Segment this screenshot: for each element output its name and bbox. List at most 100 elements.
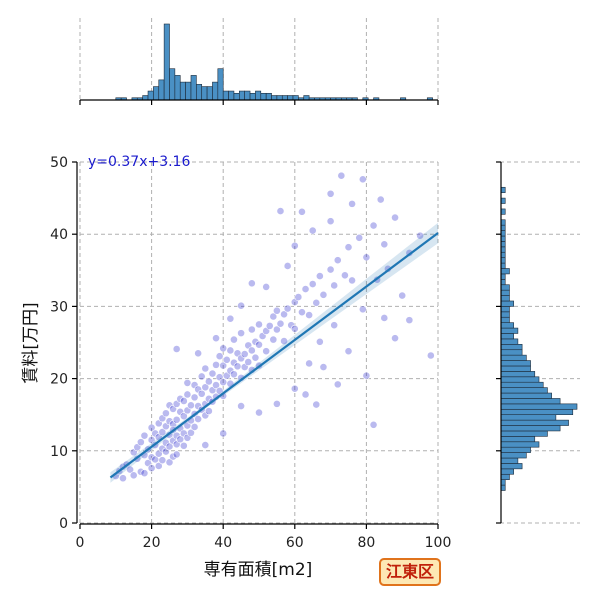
scatter-point xyxy=(230,370,238,379)
x-hist-bar xyxy=(244,90,251,101)
y-hist-bar xyxy=(500,365,531,372)
x-hist-bar xyxy=(174,75,181,101)
y-hist-bar xyxy=(500,360,531,367)
scatter-point xyxy=(140,431,149,440)
x-hist-bar xyxy=(158,79,165,101)
y-hist-bar xyxy=(500,295,510,302)
scatter-point xyxy=(262,347,271,356)
scatter-point xyxy=(237,402,245,410)
y-hist-bar xyxy=(500,197,506,204)
x-hist-bar xyxy=(292,95,299,101)
scatter-point xyxy=(355,233,364,242)
scatter-point xyxy=(204,377,213,386)
scatter-point xyxy=(215,352,224,361)
scatter-point xyxy=(219,378,228,387)
x-hist-bar xyxy=(233,92,240,101)
x-hist-bar xyxy=(147,90,154,101)
x-hist-bar xyxy=(217,68,224,101)
scatter-point xyxy=(362,253,371,262)
scatter-point xyxy=(326,217,335,226)
x-hist-bar xyxy=(271,95,278,101)
scatter-point xyxy=(315,337,324,346)
scatter-point xyxy=(187,401,195,410)
y-hist-bar xyxy=(500,224,506,231)
scatter-point xyxy=(212,360,220,369)
regression-equation: y=0.37x+3.16 xyxy=(88,154,190,170)
y-hist-bar xyxy=(500,436,536,443)
scatter-point xyxy=(172,450,181,459)
y-hist-bar xyxy=(500,230,506,237)
scatter-point xyxy=(265,321,274,330)
scatter-point xyxy=(226,346,235,355)
scatter-point xyxy=(272,399,281,408)
y-hist-bar xyxy=(500,387,548,394)
scatter-point xyxy=(147,464,156,473)
x-hist-bar xyxy=(287,95,294,101)
scatter-point xyxy=(358,305,367,314)
scatter-point xyxy=(298,308,306,317)
scatter-point xyxy=(269,335,278,344)
y-hist-bar xyxy=(500,392,552,399)
scatter-point xyxy=(172,345,181,353)
scatter-point xyxy=(380,240,389,249)
y-hist-bar xyxy=(500,208,506,215)
scatter-point xyxy=(405,316,414,325)
y-hist-bar xyxy=(500,408,574,416)
scatter-point xyxy=(391,213,399,222)
x-tick-label: 40 xyxy=(214,535,232,551)
x-hist-bar xyxy=(212,81,219,101)
scatter-point xyxy=(201,364,210,373)
scatter-point xyxy=(183,379,192,387)
y-hist-bar xyxy=(500,333,514,340)
ward-badge: 江東区 xyxy=(379,558,441,586)
scatter-point xyxy=(280,337,288,345)
x-tick-label: 80 xyxy=(357,535,375,551)
y-hist-bar xyxy=(500,376,540,383)
scatter-point xyxy=(380,314,389,322)
scatter-point xyxy=(333,256,342,265)
scatter-point xyxy=(179,441,188,450)
scatter-point xyxy=(312,400,321,409)
scatter-point xyxy=(194,349,203,358)
scatter-point xyxy=(190,393,199,402)
scatter-point xyxy=(226,314,235,323)
scatter-point xyxy=(247,346,256,355)
y-hist-bar xyxy=(500,241,506,248)
scatter-point xyxy=(301,390,310,399)
y-hist-bar xyxy=(500,251,506,258)
y-hist-bar xyxy=(500,246,506,253)
scatter-point xyxy=(240,350,249,358)
scatter-point xyxy=(280,310,288,319)
regression-fit xyxy=(109,222,439,483)
y-marginal-histogram xyxy=(500,186,578,491)
y-tick-label: 50 xyxy=(50,155,68,171)
y-tick-label: 10 xyxy=(50,444,68,460)
scatter-point xyxy=(233,362,242,371)
scatter-point xyxy=(305,311,314,319)
y-tick-label: 20 xyxy=(50,372,68,388)
scatter-point xyxy=(294,293,303,301)
scatter-point xyxy=(212,381,220,389)
x-hist-bar xyxy=(185,81,192,101)
scatter-point xyxy=(290,241,299,250)
scatter-point xyxy=(183,390,192,399)
y-hist-bar xyxy=(500,322,514,329)
y-hist-bar xyxy=(500,219,506,226)
x-hist-bar xyxy=(169,68,176,101)
scatter-point xyxy=(348,199,356,208)
y-hist-bar xyxy=(500,316,510,323)
scatter-point xyxy=(237,329,245,338)
y-hist-bar xyxy=(500,452,527,459)
scatter-point xyxy=(247,279,256,288)
scatter-point xyxy=(197,372,206,381)
scatter-point xyxy=(158,428,167,436)
scatter-point xyxy=(255,340,263,349)
x-hist-bar xyxy=(281,95,288,101)
scatter-point xyxy=(272,325,281,334)
y-hist-bar xyxy=(500,354,527,361)
scatter-point xyxy=(298,207,306,216)
y-hist-bar xyxy=(500,289,510,296)
scatter-point xyxy=(308,226,317,235)
scatter-point xyxy=(126,465,135,474)
